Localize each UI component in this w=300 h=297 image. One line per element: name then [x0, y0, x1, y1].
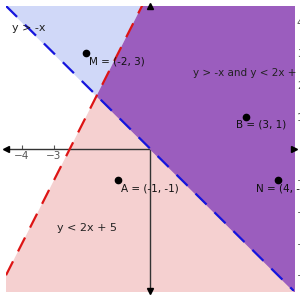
Text: A = (-1, -1): A = (-1, -1) — [121, 183, 179, 193]
Text: N = (4, -1): N = (4, -1) — [256, 183, 300, 193]
Text: B = (3, 1): B = (3, 1) — [236, 120, 287, 130]
Text: y > -x: y > -x — [12, 23, 46, 33]
Text: y < 2x + 5: y < 2x + 5 — [57, 223, 117, 233]
Text: y > -x and y < 2x + 5: y > -x and y < 2x + 5 — [193, 68, 300, 78]
Text: M = (-2, 3): M = (-2, 3) — [89, 56, 145, 67]
